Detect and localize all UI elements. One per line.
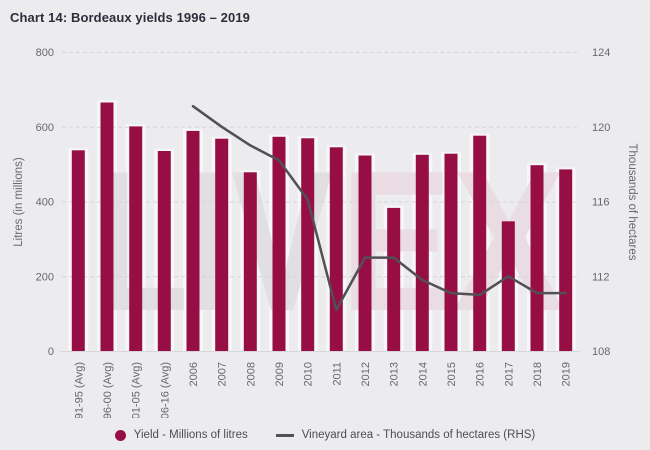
- x-axis-label: 06-16 (Avg): [159, 362, 171, 418]
- yield-bar: [215, 138, 229, 351]
- left-axis-tick-label: 800: [36, 47, 54, 59]
- yield-bar: [301, 138, 315, 351]
- right-axis-title: Thousands of hectares: [626, 144, 638, 261]
- x-axis-label: 2010: [303, 362, 315, 386]
- x-axis-label: 2008: [245, 362, 257, 386]
- vineyard-area-line: [191, 104, 567, 312]
- yield-bar: [272, 136, 286, 351]
- yield-bar: [186, 130, 200, 351]
- x-axis-label: 2013: [389, 362, 401, 386]
- legend-item-yield: Yield - Millions of litres: [114, 429, 248, 441]
- yield-bar: [501, 221, 515, 351]
- yield-bar: [329, 147, 343, 351]
- yield-bar: [71, 150, 85, 351]
- left-axis-tick-label: 400: [36, 197, 54, 209]
- left-axis-title: Litres (in millions): [13, 157, 25, 247]
- right-axis-tick-label: 108: [592, 346, 610, 358]
- vineyard-line-marker: [275, 433, 294, 437]
- right-axis-tick-label: 120: [592, 122, 610, 134]
- yield-bar: [243, 172, 257, 351]
- x-axis-label: 2007: [217, 362, 229, 386]
- x-axis-label: 96-00 (Avg): [102, 362, 114, 418]
- x-axis-label: 2018: [532, 362, 544, 386]
- yield-circle-marker: [114, 429, 126, 441]
- x-axis-label: 2015: [446, 362, 458, 386]
- x-axis-label: 01-05 (Avg): [131, 362, 143, 418]
- yield-bar: [358, 155, 372, 351]
- chart-title: Chart 14: Bordeaux yields 1996 – 2019: [10, 10, 250, 25]
- yield-bar: [415, 154, 429, 351]
- yield-bar: [530, 165, 544, 351]
- left-axis-tick-label: 200: [36, 271, 54, 283]
- yield-bar: [157, 151, 171, 351]
- x-axis-label: 2009: [274, 362, 286, 386]
- yield-bar: [559, 169, 573, 351]
- yield-bar: [387, 207, 401, 351]
- x-axis-label: 2012: [360, 362, 372, 386]
- x-axis-label: 2019: [561, 362, 573, 386]
- legend-label-vineyard-area: Vineyard area - Thousands of hectares (R…: [301, 429, 536, 441]
- x-axis-label: 2017: [503, 362, 515, 386]
- right-axis-tick-label: 112: [592, 271, 610, 283]
- yield-bar: [129, 126, 143, 352]
- chart-legend: Yield - Millions of litres Vineyard area…: [0, 424, 650, 446]
- x-axis-label: 2006: [188, 362, 200, 386]
- yield-bar: [100, 102, 114, 351]
- yield-bar: [473, 135, 487, 351]
- yield-bar: [444, 153, 458, 351]
- legend-label-yield: Yield - Millions of litres: [133, 429, 248, 441]
- left-axis-tick-label: 600: [36, 122, 54, 134]
- legend-item-vineyard-area: Vineyard area - Thousands of hectares (R…: [275, 429, 536, 441]
- right-axis-tick-label: 124: [592, 47, 610, 59]
- x-axis-label: 91-95 (Avg): [73, 362, 85, 418]
- left-axis-tick-label: 0: [48, 346, 54, 358]
- right-axis-tick-label: 116: [592, 197, 610, 209]
- x-axis-label: 2016: [475, 362, 487, 386]
- x-axis-label: 2011: [331, 362, 343, 386]
- x-axis-label: 2014: [417, 362, 429, 386]
